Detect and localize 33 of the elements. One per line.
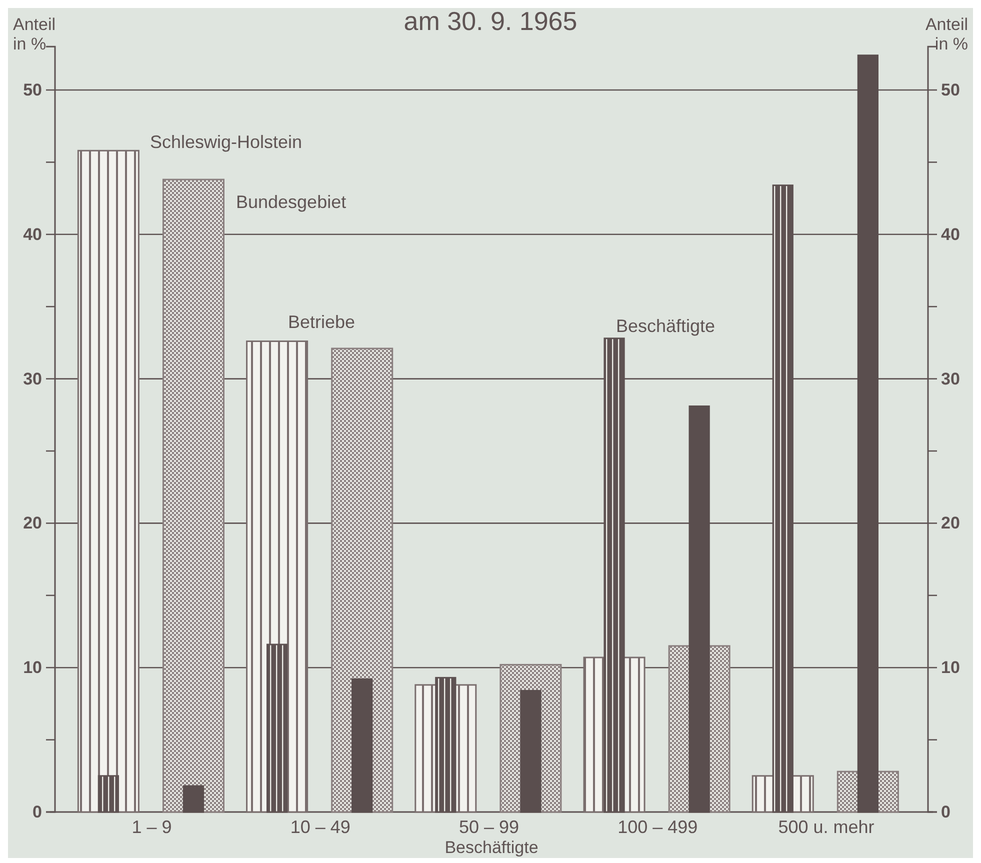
annotation: Beschäftigte: [616, 316, 716, 336]
bar: [352, 678, 373, 813]
annotation: Betriebe: [288, 312, 356, 332]
y-tick-label: 0: [32, 802, 42, 822]
annotation: Schleswig-Holstein: [150, 132, 302, 152]
y-tick-label: 10: [23, 658, 42, 678]
bar: [98, 775, 119, 813]
x-tick-label: 50 – 99: [458, 817, 520, 837]
y2-tick-label: 50: [941, 80, 960, 100]
bar: [162, 178, 224, 813]
y2-tick-label: 10: [941, 658, 960, 678]
y-tick-label: 30: [23, 369, 42, 388]
y-axis-title: Anteil in %: [13, 15, 56, 54]
y-tick-label: 40: [23, 224, 42, 244]
annotation: Bundesgebiet: [236, 192, 346, 212]
bar: [266, 644, 288, 813]
y2-tick-label: 20: [941, 514, 960, 533]
y-tick-label: 50: [23, 80, 42, 100]
bar: [77, 150, 140, 813]
bar: [520, 690, 542, 813]
y2-tick-label: 0: [941, 802, 950, 822]
y2-tick-label: 30: [941, 369, 960, 388]
x-axis-title: Beschäftigte: [444, 838, 538, 857]
x-tick-label: 1 – 9: [132, 817, 172, 837]
chart-title: am 30. 9. 1965: [404, 6, 578, 36]
y2-axis-title: Anteil in %: [925, 15, 968, 54]
x-tick-label: 100 – 499: [618, 817, 698, 837]
y-tick-label: 20: [23, 514, 42, 533]
bar: [435, 676, 456, 813]
x-tick-label: 10 – 49: [290, 817, 350, 837]
bar: [182, 785, 204, 813]
y2-tick-label: 40: [941, 224, 960, 244]
x-tick-label: 500 u. mehr: [778, 817, 874, 837]
